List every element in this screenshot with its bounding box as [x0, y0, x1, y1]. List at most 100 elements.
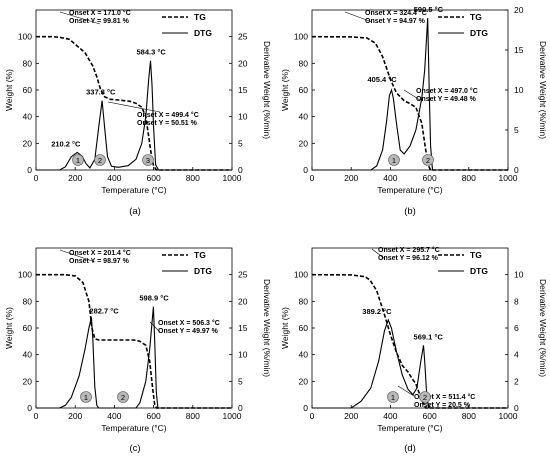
y-tick-label: 20 [299, 376, 309, 386]
onset-y-label: Onset Y = 94.97 % [365, 18, 426, 25]
y-tick-label: 0 [27, 403, 32, 413]
stage-marker-circle [94, 154, 106, 166]
onset-x-label: Onset X = 171.0 °C [69, 9, 131, 17]
y-tick-label: 80 [23, 296, 33, 306]
y2-tick-label: 8 [514, 296, 519, 306]
y2-tick-label: 5 [238, 376, 243, 386]
x-axis-title: Temperature (°C) [377, 423, 442, 433]
onset-leader-line [344, 11, 373, 23]
onset-leader-line [403, 89, 421, 101]
y2-tick-label: 4 [514, 350, 519, 360]
legend-label-dtg: DTG [470, 266, 488, 276]
x-tick-label: 400 [383, 173, 397, 183]
onset-y-label: Onset Y = 49.97 % [158, 328, 219, 335]
onset-leader-line [397, 385, 415, 397]
stage-marker-number: 1 [84, 393, 88, 402]
panel-label: (a) [129, 206, 141, 217]
x-tick-label: 600 [423, 411, 437, 421]
y2-tick-label: 20 [514, 5, 524, 15]
y2-tick-label: 2 [514, 376, 519, 386]
stage-marker-number: 1 [391, 393, 395, 402]
legend-label-tg: TG [194, 12, 206, 22]
y-tick-label: 40 [23, 350, 33, 360]
onset-leader-line [371, 248, 386, 260]
peak-label: 590.5 °C [414, 5, 444, 14]
y-tick-label: 0 [303, 403, 308, 413]
chart-panel-3: 0 200 400 600 800 10000204060801000510152025T… [4, 247, 272, 454]
series-line-dtg [36, 306, 232, 409]
y2-tick-label: 0 [238, 165, 243, 175]
x-tick-label: 600 [423, 173, 437, 183]
y-tick-label: 100 [294, 270, 308, 280]
y-tick-label: 80 [299, 58, 309, 68]
y-tick-label: 100 [18, 32, 32, 42]
y2-tick-label: 25 [238, 270, 248, 280]
y-tick-label: 0 [303, 165, 308, 175]
y2-tick-label: 20 [238, 58, 248, 68]
y2-tick-label: 10 [514, 85, 524, 95]
y-tick-label: 80 [299, 296, 309, 306]
y2-axis-title: Derivative Weight (%/min) [538, 41, 548, 139]
legend-label-dtg: DTG [194, 266, 212, 276]
x-tick-label: 800 [462, 173, 476, 183]
x-tick-label: 1000 [223, 173, 242, 183]
stage-marker-number: 2 [98, 156, 102, 165]
y2-tick-label: 6 [514, 323, 519, 333]
x-axis-title: Temperature (°C) [101, 185, 166, 195]
onset-leader-line [107, 101, 161, 113]
peak-label: 282.7 °C [89, 306, 119, 315]
y-tick-label: 60 [299, 323, 309, 333]
y-axis-title: Weight (%) [4, 307, 14, 349]
y2-tick-label: 5 [238, 138, 243, 148]
y2-tick-label: 15 [238, 323, 248, 333]
y-tick-label: 80 [23, 58, 33, 68]
x-tick-label: 1000 [223, 411, 242, 421]
y2-tick-label: 10 [514, 270, 524, 280]
y-tick-label: 60 [23, 85, 33, 95]
stage-marker-number: 3 [146, 156, 150, 165]
y-axis-title: Weight (%) [280, 307, 290, 349]
x-tick-label: 400 [107, 173, 121, 183]
y-axis-title: Weight (%) [280, 69, 290, 111]
chart-panel-1: 0 200 400 600 800 10000204060801000510152025T… [4, 9, 272, 217]
onset-x-label: Onset X = 295.7 °C [378, 246, 440, 254]
y-tick-label: 40 [299, 112, 309, 122]
stage-marker-circle [387, 391, 399, 403]
stage-marker-circle [72, 154, 84, 166]
stage-marker-circle [419, 391, 431, 403]
y-tick-label: 20 [299, 138, 309, 148]
x-tick-label: 800 [462, 411, 476, 421]
y2-tick-label: 20 [238, 296, 248, 306]
panel-label: (b) [404, 206, 416, 217]
onset-leader-line [149, 321, 161, 333]
stage-marker-circle [117, 391, 129, 403]
peak-label: 598.9 °C [139, 294, 169, 303]
onset-x-label: Onset X = 506.3 °C [158, 319, 220, 327]
onset-x-label: Onset X = 201.4 °C [69, 249, 131, 257]
chart-panel-2: 0 200 400 600 800 100002040608010005101520Tem… [280, 5, 548, 217]
onset-x-label: Onset X = 511.4 °C [414, 393, 475, 401]
x-tick-label: 0 [34, 173, 39, 183]
onset-x-label: Onset X = 499.4 °C [137, 111, 199, 119]
peak-label: 210.2 °C [51, 139, 81, 148]
series-line-tg [311, 35, 508, 171]
legend-label-tg: TG [470, 250, 482, 260]
y2-tick-label: 0 [514, 165, 519, 175]
x-axis-title: Temperature (°C) [101, 423, 166, 433]
panel-label: (c) [129, 443, 140, 454]
y2-tick-label: 25 [238, 32, 248, 42]
x-tick-label: 600 [147, 411, 161, 421]
y2-tick-label: 5 [514, 125, 519, 135]
onset-x-label: Onset X = 324.4 °C [365, 9, 427, 17]
x-tick-label: 400 [107, 411, 121, 421]
y-axis-title: Weight (%) [4, 69, 14, 111]
onset-y-label: Onset Y = 98.97 % [69, 258, 130, 265]
x-tick-label: 800 [186, 411, 200, 421]
panel-label: (d) [404, 443, 416, 454]
stage-marker-circle [388, 154, 400, 166]
peak-label: 405.4 °C [367, 75, 397, 84]
peak-label: 337.3 °C [86, 88, 116, 97]
onset-x-label: Onset X = 497.0 °C [416, 87, 478, 95]
chart-panel-4: 0 200 400 600 800 10000204060801000246810Temp… [280, 246, 548, 454]
